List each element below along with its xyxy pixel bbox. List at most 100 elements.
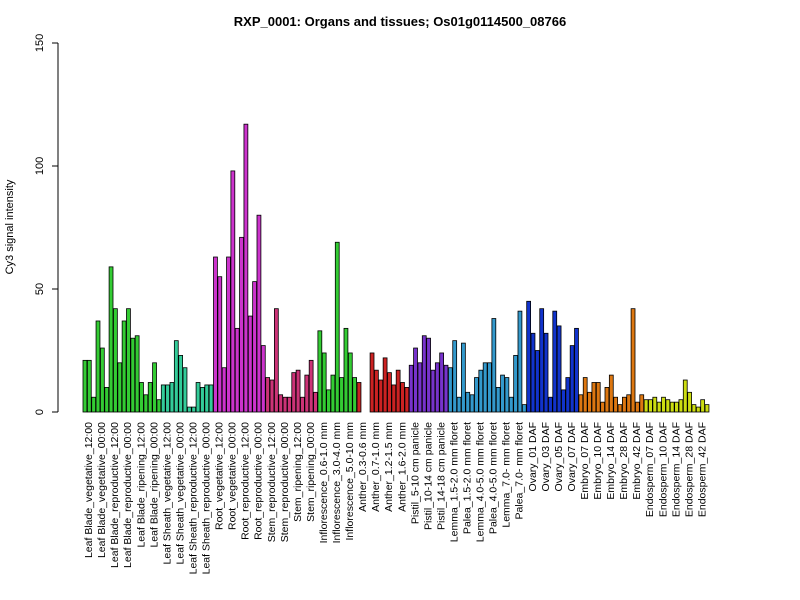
bar xyxy=(652,396,658,413)
x-tick-label: Leaf Sheath_vegetative_00:00 xyxy=(174,422,186,565)
bar xyxy=(413,347,418,413)
bar xyxy=(300,396,305,413)
bar xyxy=(569,345,575,413)
x-tick-label: Root_reproductive_12:00 xyxy=(240,422,252,540)
bar xyxy=(165,384,170,413)
x-tick-label: Embryo_28 DAF xyxy=(618,422,630,500)
bar xyxy=(260,345,266,413)
bar xyxy=(121,320,127,413)
y-tick-label: 100 xyxy=(34,157,46,175)
bar xyxy=(382,357,388,413)
x-axis-labels: Leaf Blade_vegetative_12:00 Leaf Blade_ve… xyxy=(83,422,708,575)
bar xyxy=(143,394,149,413)
y-axis: 0 50 100 150 xyxy=(34,34,59,415)
bar xyxy=(400,382,405,413)
x-tick-label: Pistil_10-14 cm panicle xyxy=(422,422,434,530)
bar xyxy=(604,386,610,413)
bar xyxy=(452,340,458,413)
bar xyxy=(273,308,279,413)
x-tick-label: Inflorescence_5.0-10 mm xyxy=(344,422,356,541)
x-tick-label: Anther_0.3-0.6 mm xyxy=(357,422,369,512)
bar xyxy=(239,236,244,413)
bar xyxy=(204,384,210,413)
x-tick-label: Lemma_7.0- mm floret xyxy=(501,422,513,528)
x-tick-label: Leaf Sheath_vegetative_12:00 xyxy=(161,422,173,565)
x-tick-label: Leaf Blade_reproductive_12:00 xyxy=(109,422,121,568)
bar xyxy=(487,362,492,413)
x-tick-label: Palea_4.0-5.0 mm floret xyxy=(488,422,500,534)
bar xyxy=(195,382,201,413)
bar xyxy=(613,396,619,413)
bar xyxy=(626,394,632,413)
bar xyxy=(387,372,392,413)
bar xyxy=(130,337,136,413)
bar xyxy=(635,401,640,413)
bar xyxy=(443,364,449,413)
bar xyxy=(178,355,183,413)
bar xyxy=(243,123,249,413)
bar xyxy=(491,318,497,413)
x-tick-label: Embryo_07 DAF xyxy=(579,422,591,500)
x-tick-label: Lemma_1.5-2.0 mm floret xyxy=(448,422,460,542)
x-tick-label: Ovary_01 DAF xyxy=(527,422,539,491)
bar xyxy=(434,362,440,413)
bar xyxy=(587,391,592,413)
x-tick-label: Endosperm_14 DAF xyxy=(670,422,682,517)
bar xyxy=(391,384,397,413)
bar xyxy=(304,374,310,413)
bar xyxy=(152,362,157,413)
x-tick-label: Root_vegetative_12:00 xyxy=(214,422,226,530)
bar xyxy=(82,359,88,413)
bar xyxy=(104,386,110,413)
bar xyxy=(221,367,227,413)
bar xyxy=(530,332,536,413)
bar xyxy=(282,396,288,413)
bar xyxy=(334,241,340,413)
bar xyxy=(287,396,292,413)
bar xyxy=(548,396,553,413)
bar xyxy=(278,394,284,413)
bar xyxy=(674,401,679,413)
bar xyxy=(139,382,144,413)
x-tick-label: Embryo_42 DAF xyxy=(631,422,643,500)
bar xyxy=(200,386,205,413)
bar xyxy=(356,382,362,413)
bar xyxy=(678,399,684,413)
bar xyxy=(617,404,623,413)
bar xyxy=(661,396,666,413)
x-tick-label: Ovary_03 DAF xyxy=(540,422,552,491)
bar xyxy=(160,384,166,413)
bar xyxy=(695,406,701,413)
bar xyxy=(561,389,566,413)
bar xyxy=(665,399,671,413)
bar xyxy=(208,384,214,413)
bar xyxy=(430,369,436,413)
bar xyxy=(578,394,584,413)
bar xyxy=(269,379,275,413)
bar xyxy=(182,367,188,413)
bar xyxy=(378,379,384,413)
bar xyxy=(526,300,532,413)
bar xyxy=(465,391,471,413)
bar xyxy=(461,342,466,413)
bar xyxy=(474,377,479,413)
x-tick-label: Ovary_07 DAF xyxy=(566,422,578,491)
bar xyxy=(247,315,253,413)
x-tick-label: Stem_reproductive_00:00 xyxy=(279,422,291,542)
bar xyxy=(95,320,101,413)
y-tick-label: 150 xyxy=(34,34,46,52)
bar xyxy=(700,399,706,413)
bar xyxy=(608,374,614,413)
y-tick-label: 50 xyxy=(34,283,46,295)
x-tick-label: Endosperm_07 DAF xyxy=(644,422,656,517)
bar xyxy=(191,406,197,413)
x-tick-label: Leaf Blade_vegetative_00:00 xyxy=(96,422,108,558)
x-tick-label: Leaf Sheath_reproductive_12:00 xyxy=(187,422,199,575)
x-tick-label: Stem_reproductive_12:00 xyxy=(266,422,278,542)
bar xyxy=(134,335,140,413)
bar xyxy=(291,372,297,413)
bar xyxy=(326,389,331,413)
bar xyxy=(643,399,649,413)
x-tick-label: Stem_ripening_12:00 xyxy=(292,422,304,522)
x-tick-label: Endosperm_28 DAF xyxy=(683,422,695,517)
